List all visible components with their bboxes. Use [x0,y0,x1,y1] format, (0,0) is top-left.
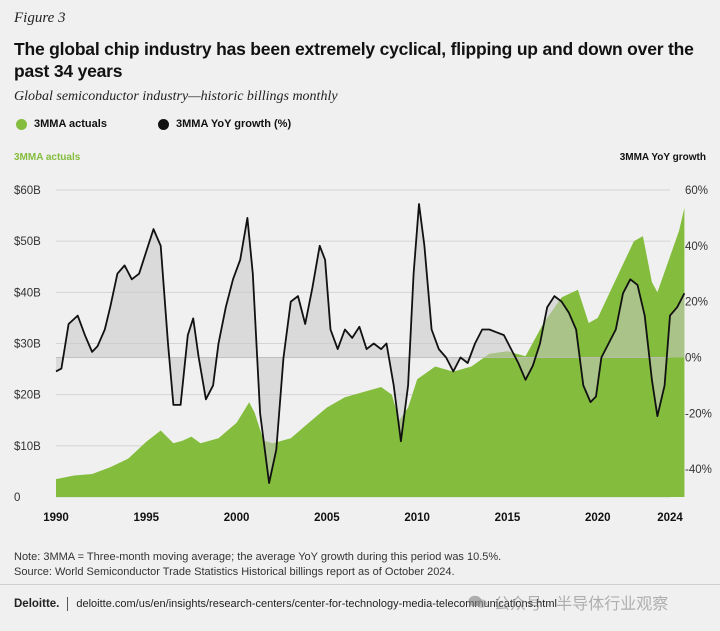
legend-swatch-growth [158,118,170,130]
right-tick-label-3: 20% [685,297,708,309]
right-tick-label-5: 60% [685,185,708,197]
chart-title: The global chip industry has been extrem… [14,39,694,81]
x-tick-label-4: 2010 [404,512,430,524]
x-tick-label-1: 1995 [133,512,159,524]
legend-label-growth: 3MMA YoY growth (%) [176,118,292,130]
footer-url[interactable]: deloitte.com/us/en/insights/research-cen… [76,598,557,610]
left-tick-label-4: $40B [14,287,41,299]
right-tick-label-4: 40% [685,241,708,253]
watermark: 公众号 · 半导体行业观察 [468,590,668,614]
note-text: Note: 3MMA = Three-month moving average;… [14,551,502,563]
watermark-text: 公众号 · 半导体行业观察 [494,596,669,613]
right-tick-label-2: 0% [685,352,702,364]
brand-logo: Deloitte. [14,598,60,610]
left-tick-label-1: $10B [14,441,41,453]
figure-label: Figure 3 [14,10,66,26]
wechat-icon [468,595,487,608]
x-tick-label-6: 2020 [585,512,611,524]
chart-subtitle: Global semiconductor industry—historic b… [14,89,338,104]
legend-swatch-actuals [16,118,27,130]
right-axis-title: 3MMA YoY growth [619,152,706,163]
left-tick-label-2: $20B [14,390,41,402]
left-axis-title: 3MMA actuals [14,152,81,163]
growth-line [55,203,686,484]
x-tick-label-5: 2015 [495,512,521,524]
right-tick-label-0: -40% [685,464,712,476]
notes: Note: 3MMA = Three-month moving average;… [14,550,501,580]
left-tick-label-0: 0 [14,492,20,504]
x-tick-label-2: 2000 [224,512,250,524]
actuals-area [56,207,685,497]
growth-fill [56,204,685,483]
source-text: Source: World Semiconductor Trade Statis… [14,566,455,578]
legend-label-actuals: 3MMA actuals [34,118,107,130]
footer: Deloitte. deloitte.com/us/en/insights/re… [14,597,557,611]
left-tick-label-6: $60B [14,185,41,197]
x-tick-label-3: 2005 [314,512,340,524]
legend: 3MMA actuals 3MMA YoY growth (%) [16,118,339,133]
legend-item-growth: 3MMA YoY growth (%) [158,118,291,130]
left-tick-label-3: $30B [14,339,41,351]
x-tick-label-0: 1990 [43,512,69,524]
right-tick-label-1: -20% [685,408,712,420]
footer-divider [0,584,720,585]
x-tick-label-7: 2024 [657,512,683,524]
footer-separator [67,597,69,611]
left-tick-label-5: $50B [14,236,41,248]
legend-item-actuals: 3MMA actuals [16,118,107,130]
chart-canvas: 0 $10B $20B $30B $40B $50B $60B -40% -20% 0% 20% 40… [14,185,712,524]
